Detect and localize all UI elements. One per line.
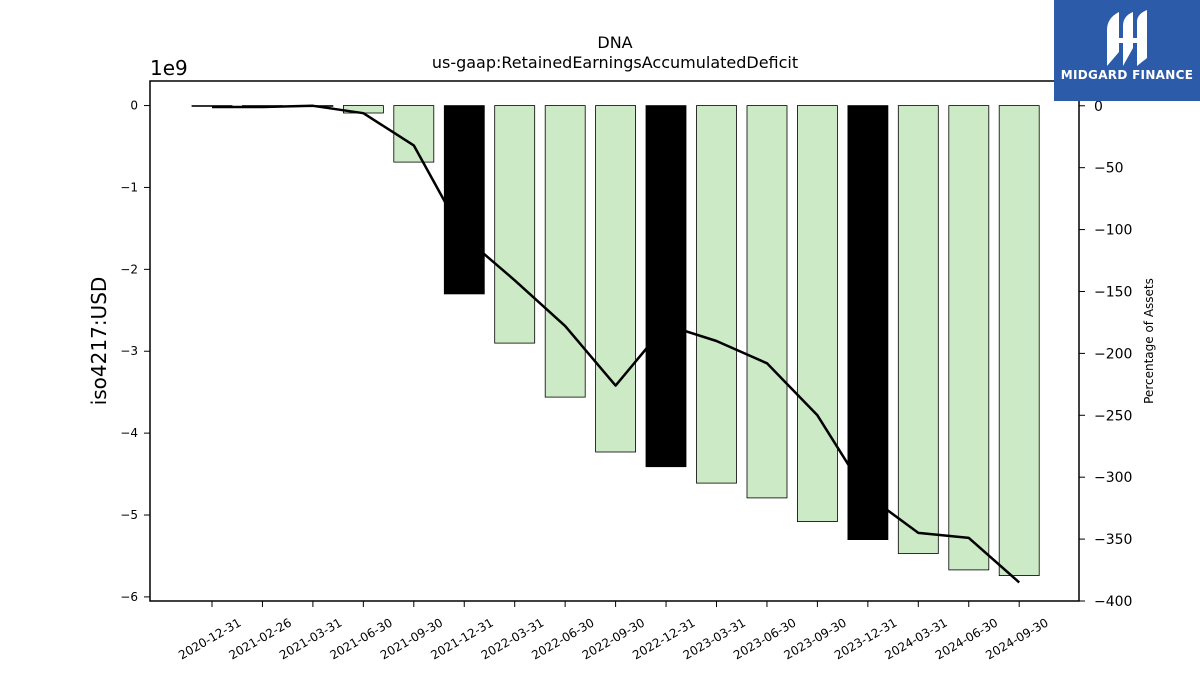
y2-tick-label: −250 [1094,408,1132,424]
percent-assets-line [212,104,1021,584]
bar-2024-03-31 [897,105,939,554]
logo-text: MIDGARD FINANCE [1060,68,1194,82]
chart-title: DNA [597,33,632,52]
bar-2022-06-30 [544,105,586,398]
y2-tick-label: −200 [1094,346,1132,362]
chart-subtitle: us-gaap:RetainedEarningsAccumulatedDefic… [432,53,798,72]
y-axis-label: iso4217:USD [87,277,111,406]
plot-frame [149,80,1080,602]
bar-2023-06-30 [746,105,788,499]
bar-2023-12-31 [847,105,889,540]
y-tick-label: −5 [120,508,138,522]
y-tick-label: −1 [120,180,138,194]
midgard-logo: MIDGARD FINANCE [1054,0,1200,101]
y-offset-label: 1e9 [150,56,188,80]
bar-2022-09-30 [595,105,636,453]
bar-2023-03-31 [696,105,737,484]
y2-tick-label: −400 [1094,594,1132,610]
y2-tick-label: −50 [1094,161,1124,177]
midgard-mark-icon [1107,10,1147,66]
bar-2021-12-31 [443,105,485,295]
y2-tick-label: −150 [1094,284,1132,300]
bar-2022-03-31 [494,105,536,344]
bar-2024-06-30 [948,105,990,571]
bar-2024-09-30 [998,105,1040,576]
line-layer [212,104,1021,584]
y-tick-label: −4 [120,426,138,440]
y2-tick-label: 0 [1094,99,1103,115]
bar-2021-09-30 [393,105,435,163]
bar-2022-12-31 [645,105,687,468]
y2-tick-label: −300 [1094,470,1132,486]
y2-tick-label: −100 [1094,223,1132,239]
y2-tick-label: −350 [1094,532,1132,548]
y-tick-label: −6 [120,590,138,604]
y-tick-label: −2 [120,262,138,276]
y2-axis-label: Percentage of Assets [1142,278,1156,404]
y-tick-label: −3 [120,344,138,358]
y-tick-label: 0 [130,99,138,113]
bars-layer [191,105,1040,576]
bar-2023-09-30 [797,105,838,522]
